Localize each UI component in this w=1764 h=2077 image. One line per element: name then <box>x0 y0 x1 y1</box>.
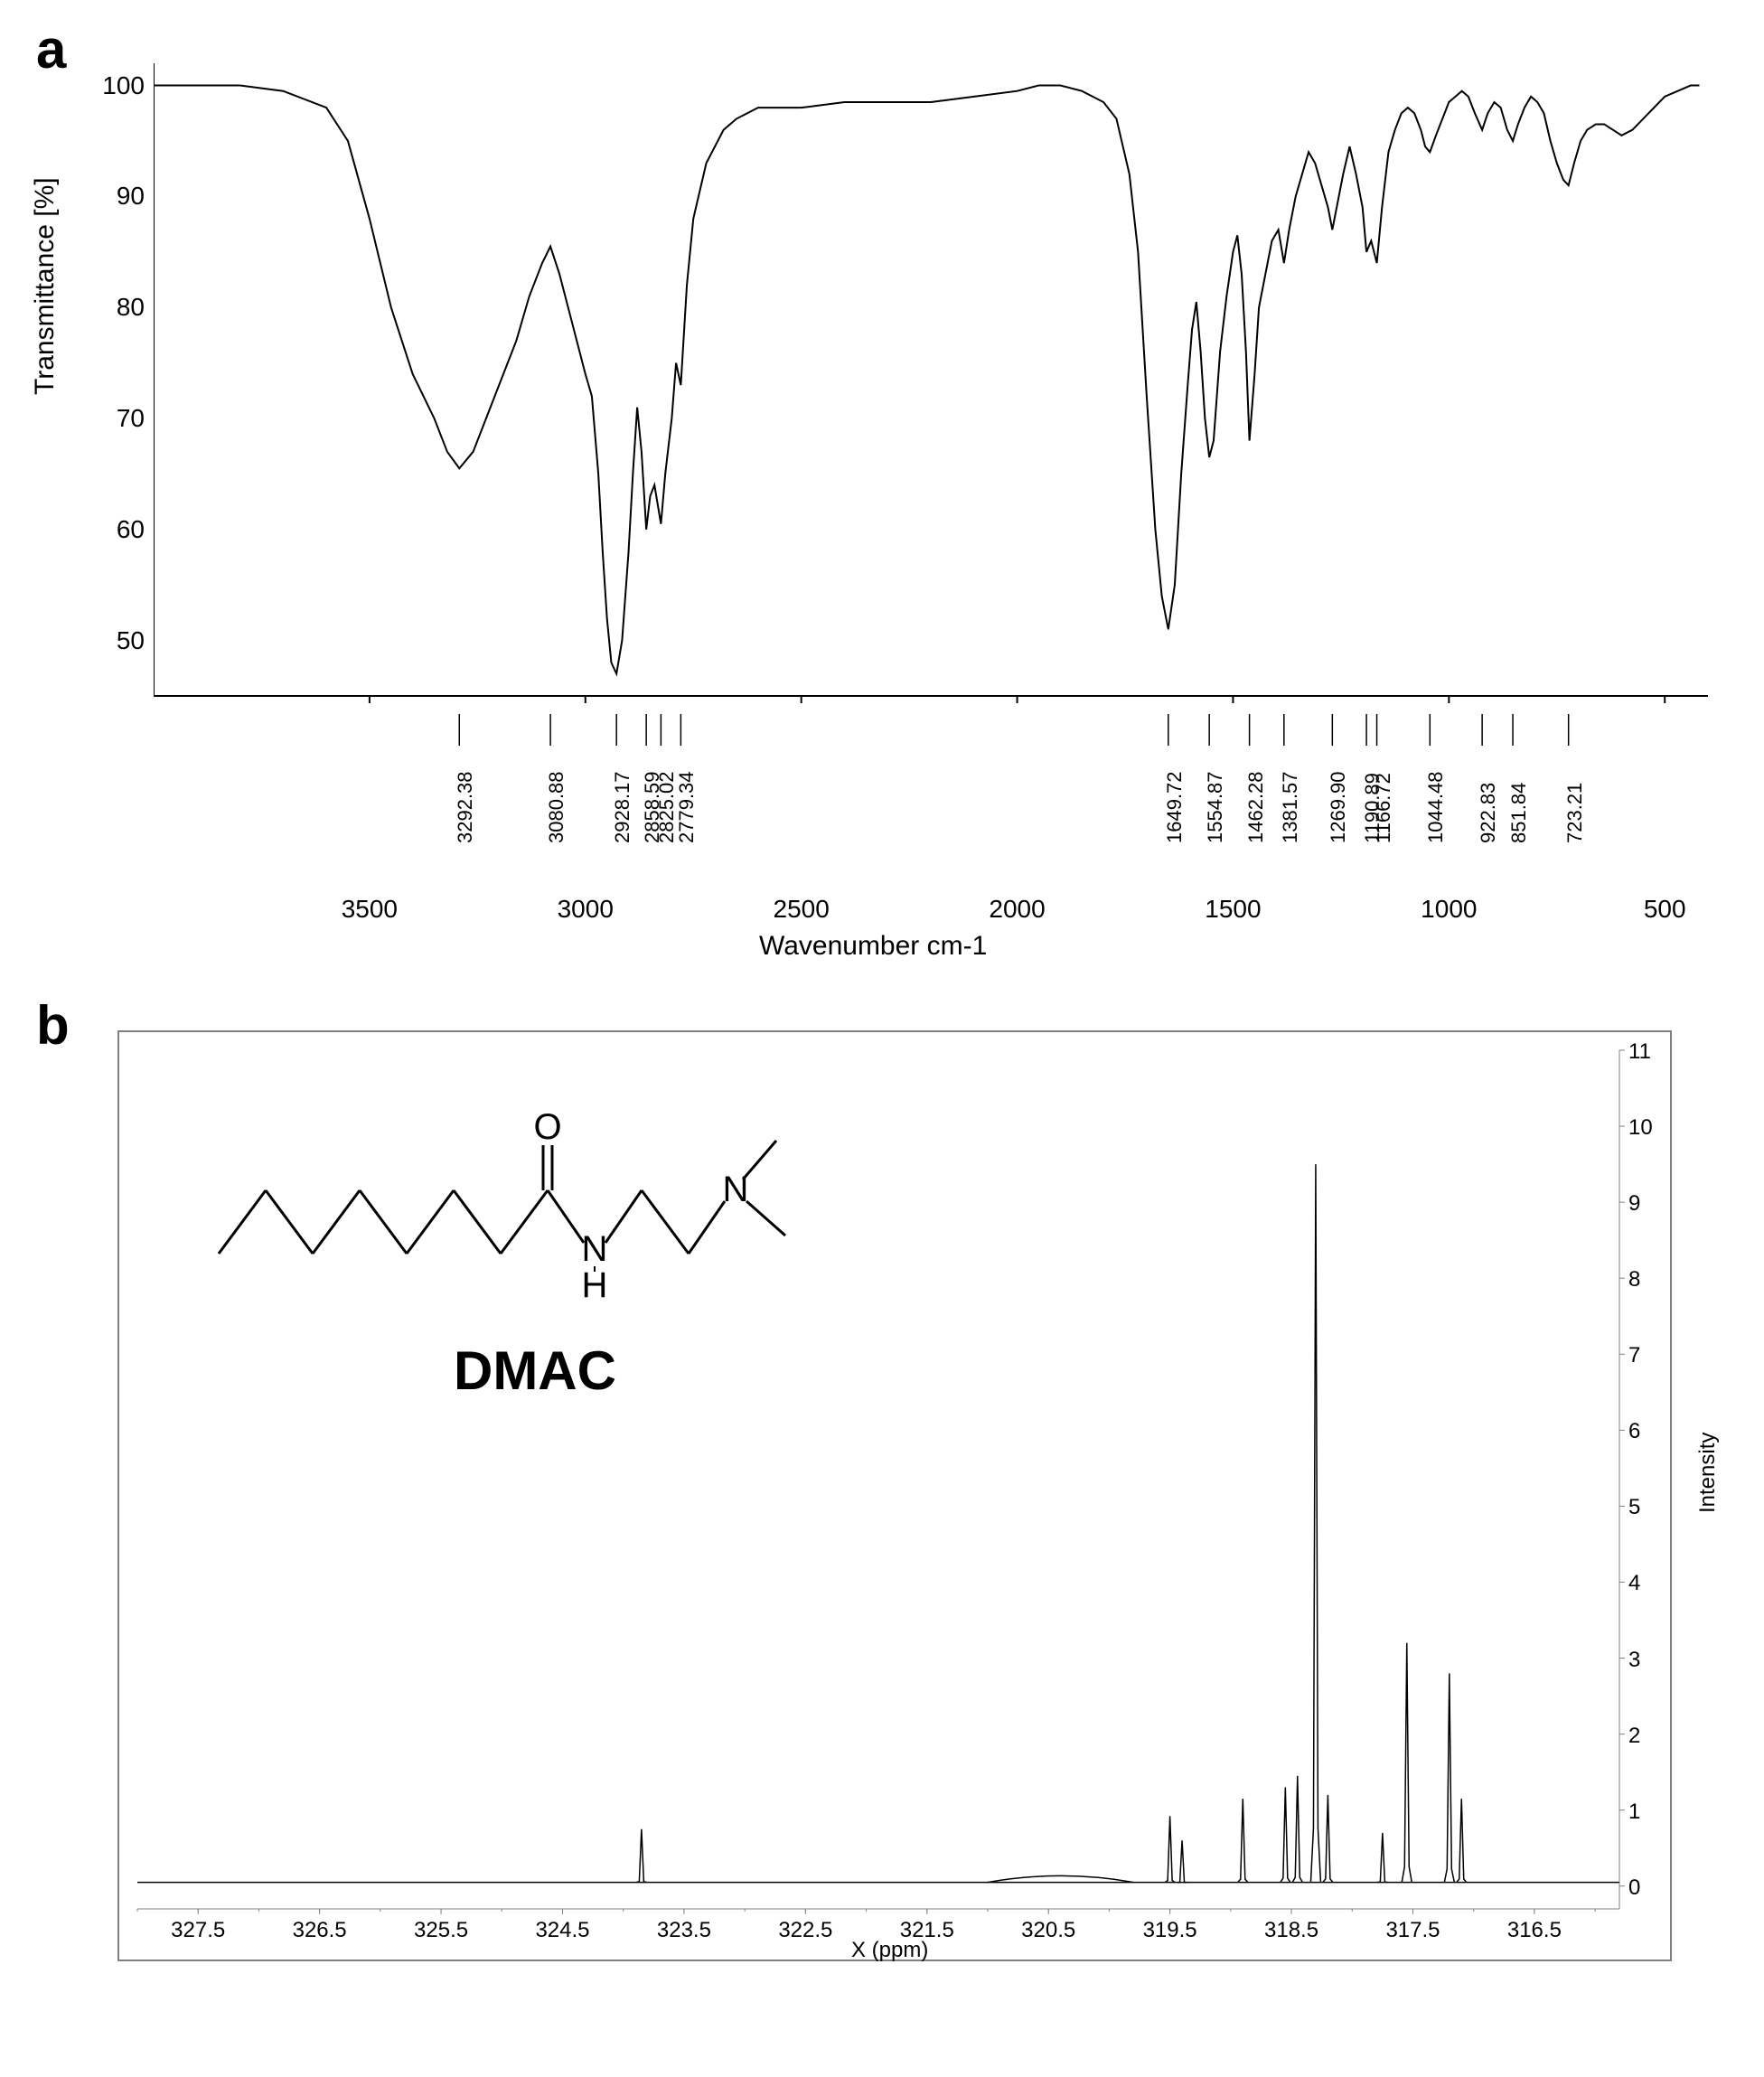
nmr-y-tick-label: 3 <box>1628 1648 1665 1673</box>
nmr-y-tick-label: 5 <box>1628 1495 1665 1520</box>
ir-peak-label: 1381.57 <box>1279 771 1302 843</box>
nmr-x-tick-label: 323.5 <box>652 1918 716 1943</box>
nmr-x-axis-label: X (ppm) <box>851 1938 928 1963</box>
nmr-y-tick-label: 7 <box>1628 1343 1665 1368</box>
ir-x-tick-label: 1500 <box>1196 895 1269 924</box>
nmr-y-tick-label: 10 <box>1628 1115 1665 1141</box>
ir-y-tick-label: 100 <box>99 71 145 100</box>
nmr-x-tick-label: 327.5 <box>166 1918 230 1943</box>
ir-peak-label: 723.21 <box>1563 783 1587 843</box>
ir-y-tick-label: 90 <box>99 182 145 211</box>
ir-peak-labels: 3292.383080.882928.172858.592825.022779.… <box>154 714 1708 886</box>
panel-a-label: a <box>36 18 66 80</box>
nmr-x-tick-label: 325.5 <box>409 1918 473 1943</box>
panel-b-label: b <box>36 994 70 1057</box>
nmr-y-tick-label: 9 <box>1628 1191 1665 1217</box>
ir-peak-label: 1462.28 <box>1244 771 1268 843</box>
nmr-y-tick-label: 0 <box>1628 1875 1665 1901</box>
ir-peak-label: 2928.17 <box>611 771 634 843</box>
ir-peak-label: 1269.90 <box>1327 771 1350 843</box>
nmr-y-tick-label: 8 <box>1628 1267 1665 1292</box>
ir-peak-label: 1044.48 <box>1424 771 1448 843</box>
nmr-x-tick-label: 318.5 <box>1260 1918 1323 1943</box>
ir-y-tick-label: 80 <box>99 293 145 322</box>
ir-peak-label: 2779.34 <box>675 771 699 843</box>
nmr-y-axis-label: Intensity <box>1695 1433 1721 1513</box>
ir-peak-label: 3080.88 <box>545 771 568 843</box>
ir-x-tick-label: 2000 <box>981 895 1054 924</box>
ir-y-axis-label: Transmittance [%] <box>30 177 61 395</box>
nmr-x-tick-label: 322.5 <box>774 1918 837 1943</box>
ir-y-tick-label: 70 <box>99 404 145 433</box>
nmr-y-tick-label: 11 <box>1628 1039 1665 1065</box>
ir-peak-label: 1649.72 <box>1163 771 1187 843</box>
nmr-y-tick-label: 6 <box>1628 1419 1665 1444</box>
ir-peak-label: 3292.38 <box>454 771 477 843</box>
panel-a: a Transmittance [%] 5060708090100 3292.3… <box>36 18 1726 994</box>
nmr-x-tick-label: 320.5 <box>1017 1918 1080 1943</box>
panel-b: b ONHN DMAC 01234567891011 327.5326.5325… <box>36 994 1726 2061</box>
nmr-x-tick-label: 324.5 <box>530 1918 594 1943</box>
nmr-spectrum-svg <box>119 1032 1674 1963</box>
nmr-chart-container: ONHN DMAC 01234567891011 327.5326.5325.5… <box>117 1030 1672 1961</box>
nmr-y-tick-label: 1 <box>1628 1800 1665 1825</box>
nmr-x-tick-label: 317.5 <box>1381 1918 1444 1943</box>
nmr-x-tick-label: 326.5 <box>288 1918 352 1943</box>
nmr-x-tick-label: 319.5 <box>1139 1918 1202 1943</box>
ir-x-tick-label: 500 <box>1628 895 1701 924</box>
ir-x-axis-label: Wavenumber cm-1 <box>759 931 987 962</box>
ir-peak-label: 1166.72 <box>1372 773 1395 843</box>
nmr-x-tick-label: 316.5 <box>1503 1918 1566 1943</box>
ir-spectrum-svg <box>154 54 1708 705</box>
ir-x-tick-label: 3000 <box>549 895 622 924</box>
ir-peak-label: 922.83 <box>1477 783 1500 843</box>
ir-x-tick-label: 1000 <box>1412 895 1485 924</box>
ir-spectrum-chart <box>154 54 1708 705</box>
ir-peak-label: 1554.87 <box>1204 771 1227 843</box>
ir-peak-label: 851.84 <box>1507 783 1531 843</box>
ir-x-tick-label: 2500 <box>765 895 838 924</box>
ir-y-tick-label: 50 <box>99 626 145 655</box>
ir-y-tick-label: 60 <box>99 515 145 544</box>
ir-x-tick-label: 3500 <box>333 895 406 924</box>
nmr-y-tick-label: 4 <box>1628 1571 1665 1596</box>
nmr-y-tick-label: 2 <box>1628 1724 1665 1749</box>
